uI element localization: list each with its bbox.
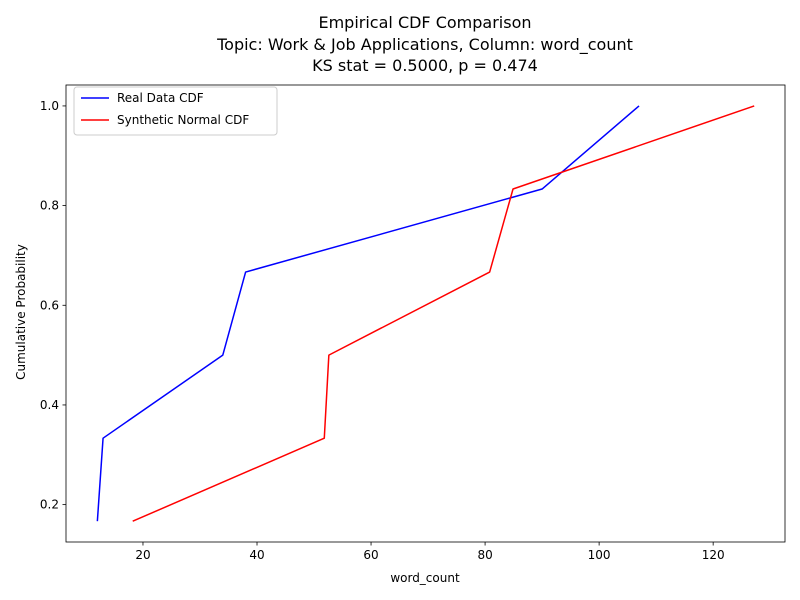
x-axis-label: word_count [390, 571, 460, 585]
chart-title: Empirical CDF Comparison Topic: Work & J… [216, 13, 633, 75]
legend-box [73, 86, 278, 136]
title-line-2: Topic: Work & Job Applications, Column: … [216, 35, 633, 55]
title-line-3: KS stat = 0.5000, p = 0.474 [312, 56, 538, 75]
x-tick-label: 20 [135, 548, 150, 562]
y-tick-label: 0.6 [40, 298, 59, 312]
y-tick-label: 1.0 [40, 99, 59, 113]
series-line-2 [132, 105, 755, 522]
x-tick-label: 80 [477, 548, 492, 562]
y-tick-label: 0.8 [40, 199, 59, 213]
x-tick-label: 60 [363, 548, 378, 562]
x-axis-ticks: 20 40 60 80 100 120 [135, 542, 725, 562]
legend: Real Data CDF Synthetic Normal CDF [73, 86, 278, 136]
plot-area [65, 84, 786, 543]
legend-label-real: Real Data CDF [117, 91, 204, 105]
x-tick-label: 40 [249, 548, 264, 562]
y-tick-label: 0.4 [40, 398, 59, 412]
axes-frame [65, 84, 786, 543]
y-axis-label: Cumulative Probability [14, 244, 28, 380]
y-axis-ticks: 0.2 0.4 0.6 0.8 1.0 [40, 99, 66, 512]
series-line-1 [96, 105, 640, 522]
x-tick-label: 100 [588, 548, 611, 562]
x-tick-label: 120 [702, 548, 725, 562]
legend-label-synthetic: Synthetic Normal CDF [117, 113, 249, 127]
title-line-1: Empirical CDF Comparison [318, 13, 531, 32]
y-tick-label: 0.2 [40, 498, 59, 512]
